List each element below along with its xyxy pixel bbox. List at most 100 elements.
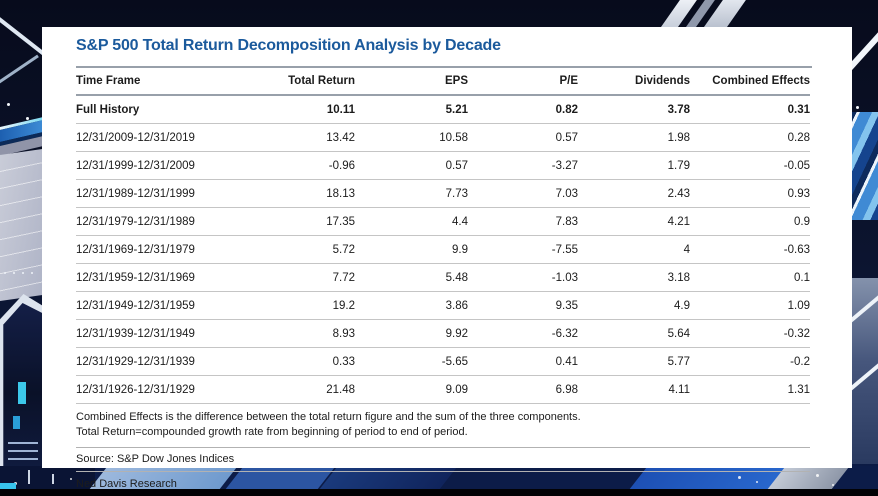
backdrop-right-stripes	[850, 112, 878, 220]
backdrop-cyan-accent	[13, 416, 20, 429]
value-cell: 1.31	[690, 375, 810, 404]
value-cell: 0.9	[690, 207, 810, 236]
backdrop-cyan-accent	[18, 382, 26, 404]
table-row: 12/31/1939-12/31/1949 8.93 9.92 -6.32 5.64 -0…	[76, 319, 810, 348]
backdrop-light-bar	[8, 450, 38, 452]
value-cell: 1.79	[578, 151, 690, 180]
footnotes-block: Combined Effects is the difference betwe…	[76, 404, 810, 448]
time-frame-cell: 12/31/1979-12/31/1989	[76, 207, 262, 236]
table-row: 12/31/1926-12/31/1929 21.48 9.09 6.98 4.11 1.…	[76, 375, 810, 404]
backdrop-right-panels	[850, 278, 878, 464]
time-frame-cell: 12/31/1926-12/31/1929	[76, 375, 262, 404]
decomposition-table: Time Frame Total Return EPS P/E Dividend…	[76, 68, 810, 404]
column-header-time-frame: Time Frame	[76, 68, 262, 96]
table-row: 12/31/1989-12/31/1999 18.13 7.73 7.03 2.43 0.…	[76, 179, 810, 208]
value-cell: 9.92	[355, 319, 468, 348]
value-cell: 9.9	[355, 235, 468, 264]
value-cell: 9.09	[355, 375, 468, 404]
value-cell: 10.11	[262, 95, 355, 124]
value-cell: 0.93	[690, 179, 810, 208]
value-cell: 9.35	[468, 291, 578, 320]
time-frame-cell: 12/31/1939-12/31/1949	[76, 319, 262, 348]
research-attribution-line: Ned Davis Research	[76, 478, 177, 490]
value-cell: 0.31	[690, 95, 810, 124]
time-frame-cell: 12/31/1969-12/31/1979	[76, 235, 262, 264]
value-cell: 4.21	[578, 207, 690, 236]
value-cell: -0.2	[690, 347, 810, 376]
backdrop-panel-dots	[4, 272, 44, 274]
value-cell: 0.28	[690, 123, 810, 152]
value-cell: 1.98	[578, 123, 690, 152]
value-cell: -0.32	[690, 319, 810, 348]
backdrop-bottom-black-bar	[0, 489, 878, 496]
value-cell: 4.11	[578, 375, 690, 404]
column-header-combined-effects: Combined Effects	[690, 68, 810, 96]
value-cell: -6.32	[468, 319, 578, 348]
time-frame-cell: Full History	[76, 95, 262, 124]
footnote-total-return: Total Return=compounded growth rate from…	[76, 426, 468, 438]
value-cell: 0.57	[468, 123, 578, 152]
table-body: Full History 10.11 5.21 0.82 3.78 0.31 12/31/2…	[76, 95, 810, 404]
time-frame-cell: 12/31/2009-12/31/2019	[76, 123, 262, 152]
backdrop-cyan-chip	[0, 483, 16, 489]
time-frame-cell: 12/31/1959-12/31/1969	[76, 263, 262, 292]
table-row: 12/31/1959-12/31/1969 7.72 5.48 -1.03 3.18 0.…	[76, 263, 810, 292]
value-cell: 4.9	[578, 291, 690, 320]
value-cell: -0.05	[690, 151, 810, 180]
backdrop-left-tower	[0, 294, 47, 474]
value-cell: -0.63	[690, 235, 810, 264]
value-cell: 7.73	[355, 179, 468, 208]
time-frame-cell: 12/31/1999-12/31/2009	[76, 151, 262, 180]
page-title: S&P 500 Total Return Decomposition Analy…	[76, 27, 812, 68]
value-cell: 5.72	[262, 235, 355, 264]
table-card: S&P 500 Total Return Decomposition Analy…	[42, 27, 852, 490]
value-cell: 5.64	[578, 319, 690, 348]
table-row: 12/31/1929-12/31/1939 0.33 -5.65 0.41 5.77 -0…	[76, 347, 810, 376]
value-cell: 13.42	[262, 123, 355, 152]
table-header-row: Time Frame Total Return EPS P/E Dividend…	[76, 68, 810, 96]
column-header-dividends: Dividends	[578, 68, 690, 96]
value-cell: 10.58	[355, 123, 468, 152]
value-cell: 4.4	[355, 207, 468, 236]
time-frame-cell: 12/31/1949-12/31/1959	[76, 291, 262, 320]
column-header-eps: EPS	[355, 68, 468, 96]
value-cell: 21.48	[262, 375, 355, 404]
backdrop-light-bar	[8, 458, 38, 460]
value-cell: 3.18	[578, 263, 690, 292]
value-cell: -7.55	[468, 235, 578, 264]
value-cell: 0.33	[262, 347, 355, 376]
value-cell: 3.86	[355, 291, 468, 320]
value-cell: 1.09	[690, 291, 810, 320]
value-cell: -1.03	[468, 263, 578, 292]
value-cell: 5.77	[578, 347, 690, 376]
backdrop-dot	[7, 103, 10, 106]
table-row: Full History 10.11 5.21 0.82 3.78 0.31	[76, 95, 810, 124]
value-cell: 7.83	[468, 207, 578, 236]
table-row: 12/31/1999-12/31/2009 -0.96 0.57 -3.27 1.79-…	[76, 151, 810, 180]
time-frame-cell: 12/31/1989-12/31/1999	[76, 179, 262, 208]
value-cell: 2.43	[578, 179, 690, 208]
backdrop-dot	[856, 106, 859, 109]
backdrop-light-bar	[8, 442, 38, 444]
value-cell: 18.13	[262, 179, 355, 208]
backdrop-left-panel	[0, 148, 45, 301]
value-cell: 5.48	[355, 263, 468, 292]
value-cell: 8.93	[262, 319, 355, 348]
value-cell: 0.82	[468, 95, 578, 124]
table-row: 12/31/1979-12/31/1989 17.35 4.4 7.83 4.21 0.9	[76, 207, 810, 236]
value-cell: 7.72	[262, 263, 355, 292]
value-cell: 0.41	[468, 347, 578, 376]
value-cell: 19.2	[262, 291, 355, 320]
value-cell: -3.27	[468, 151, 578, 180]
footnote-combined-effects: Combined Effects is the difference betwe…	[76, 411, 581, 423]
table-row: 12/31/1949-12/31/1959 19.2 3.86 9.35 4.9 1.09	[76, 291, 810, 320]
source-line: Source: S&P Dow Jones Indices	[76, 448, 810, 472]
backdrop-dot	[26, 117, 29, 120]
value-cell: 4	[578, 235, 690, 264]
value-cell: 6.98	[468, 375, 578, 404]
value-cell: 7.03	[468, 179, 578, 208]
value-cell: -0.96	[262, 151, 355, 180]
column-header-total-return: Total Return	[262, 68, 355, 96]
backdrop-top-left-slash-lower	[0, 54, 39, 97]
value-cell: 0.1	[690, 263, 810, 292]
